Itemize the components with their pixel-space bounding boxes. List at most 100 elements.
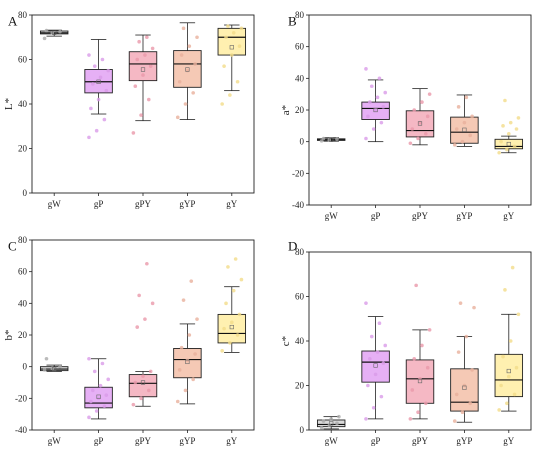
data-point [181,26,186,31]
data-point [98,383,103,388]
data-point [423,131,428,136]
data-point [177,368,182,372]
data-point [87,53,91,57]
data-point [383,90,388,95]
data-point [512,144,517,149]
data-point [87,135,91,140]
y-tick-label: 0 [23,362,28,372]
x-tick-label: gPY [135,199,152,209]
data-point [499,383,503,388]
mean-marker [140,67,146,72]
data-point [91,82,95,86]
data-point [222,326,226,331]
y-tick-label: 80 [295,247,305,257]
data-point [150,46,155,51]
data-point [228,93,232,97]
box-gpy: gPY [405,283,435,446]
data-point [497,408,501,412]
x-tick-label: gP [94,199,104,209]
data-point [468,401,472,406]
box-gpy: gPY [405,88,435,221]
x-tick-label: gYP [179,199,195,209]
data-point [503,98,507,103]
data-point [416,410,420,415]
box-gw: gW [316,136,346,221]
iqr-box [405,359,435,404]
data-point [377,76,382,81]
data-point [420,343,424,348]
data-point [228,341,232,345]
data-point [364,67,368,71]
data-point [193,62,197,66]
box-gp: gP [84,356,113,446]
x-tick-label: gW [48,199,62,209]
mean-marker [185,359,190,365]
data-point [368,100,372,104]
data-point [321,136,326,141]
data-point [412,357,417,361]
y-axis-label: b* [3,330,15,341]
data-point [410,127,415,131]
data-point [220,102,224,106]
data-point [456,350,461,354]
data-point [137,293,141,298]
box-gyp: gYP [173,22,202,209]
data-point [472,305,476,310]
data-point [501,124,505,128]
y-tick-label: 60 [18,55,28,65]
data-point [58,364,62,369]
data-point [89,399,93,404]
y-axis-label: c* [280,336,292,346]
x-tick-label: gW [48,436,62,446]
data-point [189,279,194,283]
mean-marker [417,378,423,384]
data-point [366,383,370,388]
box-gp: gP [84,39,113,209]
data-point [460,139,465,144]
data-point [231,31,236,35]
data-point [364,417,368,421]
data-point [375,95,380,100]
data-point [89,106,93,111]
data-point [143,53,147,57]
data-point [100,57,105,62]
data-point [94,409,99,413]
iqr-box [494,138,524,150]
data-point [373,372,378,377]
mean-marker [373,363,378,368]
chart-panel-d: D 0 20 40 60 80 c* gW gP gPY gYP gY [280,239,532,446]
data-point [335,421,339,426]
data-point [505,401,509,406]
data-point [319,425,324,430]
x-tick-label: gPY [412,436,429,446]
data-point [507,131,511,136]
y-tick-label: 60 [295,42,305,52]
data-point [133,84,138,88]
panel-label: C [8,239,17,254]
x-tick-label: gY [503,436,515,446]
y-axis-label: L* [3,98,15,110]
mean-marker [506,368,511,374]
y-tick-label: 0 [23,188,28,198]
iqr-box [361,350,390,383]
data-point [181,298,186,302]
y-tick-label: -40 [292,200,304,210]
data-point [98,75,103,80]
x-tick-label: gPY [412,211,429,221]
x-tick-label: gYP [456,211,472,221]
data-point [464,334,469,339]
data-point [42,368,47,372]
data-point [335,137,339,142]
data-point [87,415,91,420]
data-point [460,410,465,415]
data-point [137,39,141,44]
x-tick-label: gPY [135,436,152,446]
y-tick-label: 20 [295,381,305,391]
data-point [516,116,521,120]
data-point [369,334,374,339]
data-point [381,105,386,109]
data-point [230,53,234,57]
panel-label: A [8,14,18,29]
data-point [514,365,519,370]
data-point [468,133,472,138]
